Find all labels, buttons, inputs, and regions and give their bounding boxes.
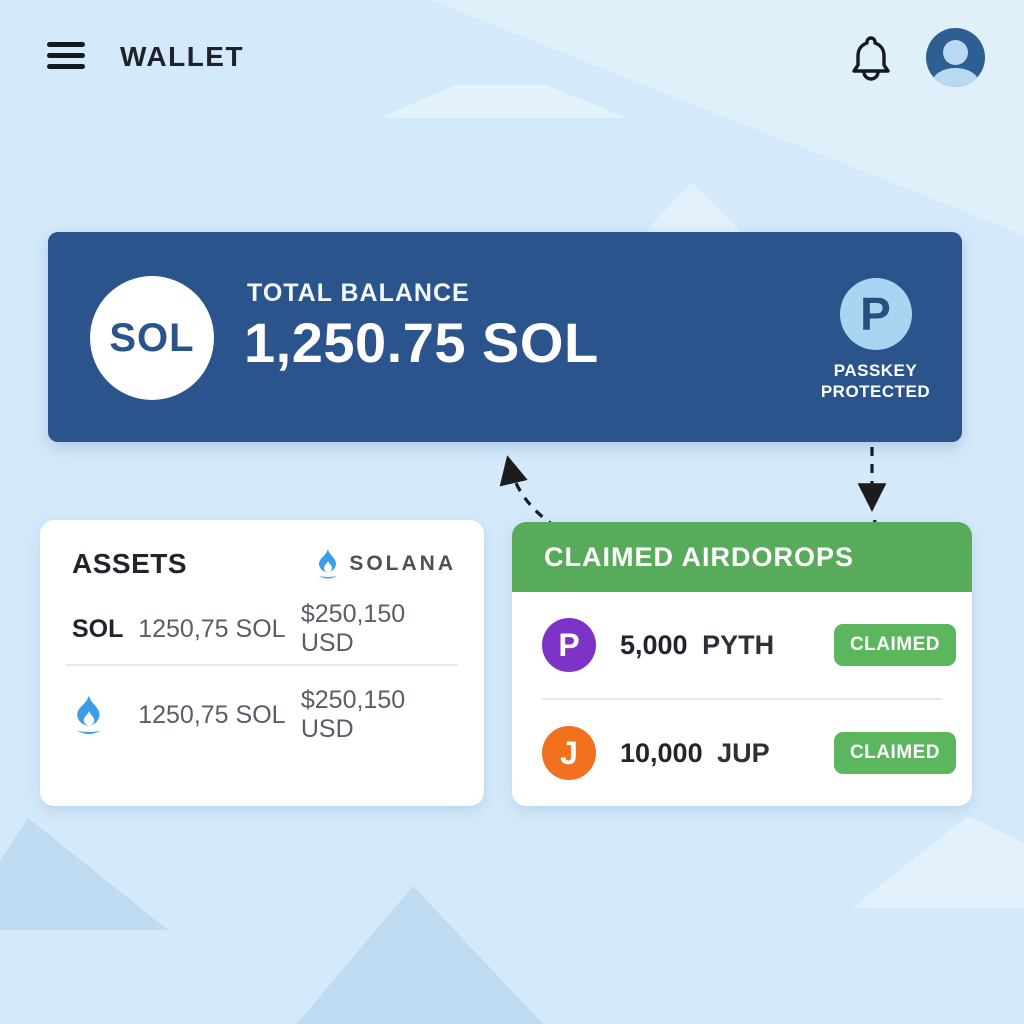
asset-amount: 1250,75 SOL — [138, 614, 286, 643]
status-badge: CLAIMED — [833, 732, 956, 774]
status-badge: CLAIMED — [833, 624, 956, 666]
airdrop-token: JUP — [717, 737, 770, 768]
airdrops-title: CLAIMED AIRDOROPS — [544, 541, 855, 572]
asset-usd-value: $250,150 USD — [300, 600, 406, 657]
airdrop-amount: 10,000 — [620, 737, 703, 768]
pyth-token-icon: P — [542, 618, 596, 672]
passkey-line1: PASSKEY — [833, 361, 918, 380]
total-balance-amount: 1,250.75 SOL — [244, 311, 599, 374]
sol-text-label: SOL — [72, 614, 124, 643]
avatar-body — [932, 68, 979, 87]
total-balance-label: TOTAL BALANCE — [247, 279, 470, 307]
assets-title: ASSETS — [72, 548, 188, 579]
flame-icon — [77, 695, 101, 734]
airdrop-row-pyth[interactable]: P 5,000 PYTH CLAIMED — [512, 592, 972, 698]
row-divider — [66, 664, 458, 666]
assets-card: ASSETS SOLANA SOL 1250,75 SOL $250,150 U… — [40, 520, 484, 806]
asset-amount: 1250,75 SOL — [138, 700, 286, 729]
user-avatar[interactable] — [926, 28, 985, 87]
menu-icon[interactable] — [47, 42, 85, 69]
asset-usd-value: $250,150 USD — [300, 686, 406, 743]
jup-token-icon: J — [542, 726, 596, 780]
avatar-head — [943, 40, 968, 65]
asset-row-staked[interactable]: 1250,75 SOL $250,150 USD — [40, 680, 484, 750]
network-label: SOLANA — [349, 552, 456, 575]
airdrop-row-jup[interactable]: J 10,000 JUP CLAIMED — [512, 700, 972, 806]
claimed-airdrops-card: CLAIMED AIRDOROPS P 5,000 PYTH CLAIMED J… — [512, 522, 972, 806]
row-divider — [542, 698, 942, 700]
total-balance-card: SOL TOTAL BALANCE 1,250.75 SOL P PASSKEY… — [48, 232, 962, 442]
flame-icon — [319, 549, 338, 579]
passkey-line2: PROTECTED — [820, 382, 931, 401]
passkey-protected-badge: P PASSKEY PROTECTED — [803, 278, 948, 402]
top-bar: WALLET — [0, 0, 1024, 110]
page-title: WALLET — [120, 41, 245, 72]
airdrop-amount: 5,000 — [620, 629, 688, 660]
bell-icon[interactable] — [846, 32, 896, 84]
network-indicator: SOLANA — [315, 548, 456, 580]
airdrops-header: CLAIMED AIRDOROPS — [512, 522, 972, 592]
asset-row-sol[interactable]: SOL 1250,75 SOL $250,150 USD — [40, 594, 484, 664]
airdrop-token: PYTH — [702, 629, 775, 660]
sol-coin-icon: SOL — [90, 276, 214, 400]
passkey-icon: P — [839, 278, 912, 350]
